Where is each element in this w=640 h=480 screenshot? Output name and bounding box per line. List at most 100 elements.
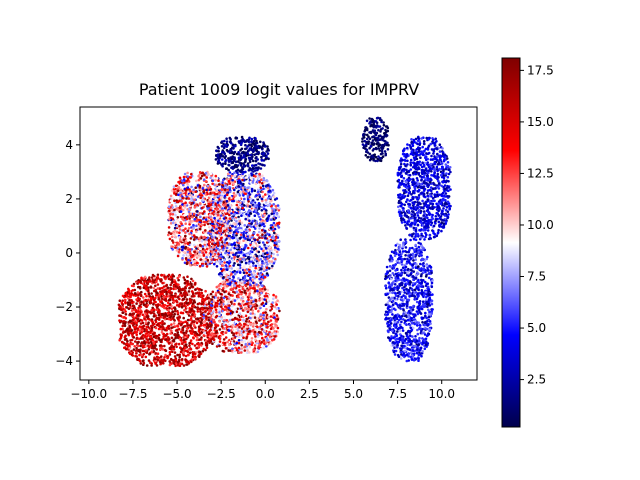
scatter-point bbox=[206, 192, 209, 196]
scatter-point bbox=[273, 305, 277, 309]
scatter-point bbox=[204, 339, 208, 342]
scatter-point bbox=[182, 238, 186, 242]
scatter-point bbox=[195, 179, 198, 183]
scatter-point bbox=[237, 244, 240, 247]
scatter-point bbox=[214, 323, 217, 327]
scatter-point bbox=[252, 264, 255, 268]
scatter-point bbox=[235, 290, 239, 294]
scatter-point bbox=[141, 359, 145, 363]
scatter-point bbox=[174, 307, 177, 311]
scatter-point bbox=[243, 214, 247, 218]
scatter-point bbox=[266, 219, 269, 222]
scatter-point bbox=[190, 199, 193, 203]
scatter-point bbox=[141, 328, 144, 332]
scatter-point bbox=[205, 176, 208, 179]
scatter-point bbox=[245, 176, 248, 179]
scatter-point bbox=[147, 359, 151, 362]
scatter-point bbox=[130, 342, 133, 346]
scatter-point bbox=[239, 257, 242, 261]
scatter-point bbox=[242, 194, 245, 197]
scatter-point bbox=[176, 241, 179, 245]
scatter-point bbox=[140, 319, 144, 322]
scatter-point bbox=[204, 323, 207, 327]
scatter-point bbox=[200, 194, 204, 197]
scatter-point bbox=[253, 254, 256, 258]
scatter-point bbox=[249, 316, 252, 320]
scatter-point bbox=[192, 323, 196, 327]
scatter-point bbox=[224, 331, 228, 335]
scatter-point bbox=[236, 333, 240, 337]
scatter-point bbox=[203, 223, 206, 227]
scatter-point bbox=[174, 287, 177, 291]
scatter-point bbox=[182, 353, 185, 357]
scatter-point bbox=[245, 240, 248, 244]
scatter-point bbox=[258, 254, 261, 258]
scatter-point bbox=[198, 333, 201, 337]
scatter-point bbox=[173, 310, 177, 313]
scatter-point bbox=[176, 311, 180, 315]
scatter-point bbox=[235, 237, 238, 240]
scatter-point bbox=[142, 326, 145, 330]
scatter-point bbox=[221, 300, 225, 303]
scatter-point bbox=[210, 248, 213, 251]
scatter-point bbox=[235, 203, 239, 207]
scatter-point bbox=[240, 343, 243, 347]
scatter-point bbox=[192, 227, 195, 230]
scatter-point bbox=[214, 249, 218, 252]
scatter-point bbox=[171, 310, 175, 314]
scatter-point bbox=[251, 312, 255, 315]
scatter-point bbox=[253, 205, 256, 208]
scatter-point bbox=[228, 226, 232, 230]
scatter-point bbox=[184, 240, 188, 244]
scatter-point bbox=[206, 323, 210, 327]
scatter-point bbox=[224, 264, 228, 267]
scatter-point bbox=[260, 247, 263, 251]
scatter-point bbox=[165, 292, 168, 296]
scatter-point bbox=[129, 295, 132, 299]
scatter-point bbox=[256, 261, 260, 265]
scatter-point bbox=[260, 297, 263, 301]
scatter-point bbox=[154, 300, 157, 304]
scatter-point bbox=[204, 171, 208, 175]
scatter-point bbox=[167, 324, 171, 328]
scatter-point bbox=[188, 241, 191, 244]
scatter-point bbox=[271, 239, 275, 243]
scatter-point bbox=[181, 248, 184, 252]
scatter-point bbox=[188, 341, 191, 345]
scatter-point bbox=[173, 232, 176, 236]
scatter-point bbox=[152, 341, 156, 345]
scatter-point bbox=[173, 333, 176, 337]
scatter-point bbox=[237, 298, 241, 302]
scatter-point bbox=[214, 178, 217, 182]
scatter-point bbox=[180, 330, 183, 334]
scatter-point bbox=[233, 295, 237, 298]
scatter-point bbox=[230, 246, 234, 249]
scatter-point bbox=[185, 217, 189, 221]
scatter-point bbox=[240, 248, 243, 251]
scatter-point bbox=[166, 356, 169, 360]
scatter-point bbox=[246, 332, 250, 336]
scatter-point bbox=[174, 325, 177, 328]
scatter-point bbox=[184, 324, 187, 328]
scatter-point bbox=[202, 294, 205, 298]
scatter-point bbox=[173, 319, 176, 322]
scatter-point bbox=[271, 338, 274, 342]
scatter-point bbox=[205, 188, 208, 192]
scatter-point bbox=[224, 243, 227, 247]
scatter-point bbox=[235, 211, 239, 215]
scatter-point bbox=[166, 286, 170, 290]
scatter-point bbox=[125, 337, 128, 341]
scatter-point bbox=[213, 243, 217, 247]
scatter-point bbox=[210, 332, 214, 335]
scatter-point bbox=[259, 316, 262, 320]
scatter-point bbox=[264, 234, 267, 237]
scatter-point bbox=[201, 307, 204, 311]
scatter-point bbox=[230, 287, 233, 291]
scatter-point bbox=[142, 341, 146, 344]
scatter-point bbox=[179, 210, 183, 213]
scatter-point bbox=[145, 325, 148, 329]
scatter-point bbox=[198, 338, 202, 341]
scatter-point bbox=[170, 307, 174, 311]
scatter-point bbox=[235, 246, 239, 250]
scatter-point bbox=[168, 209, 171, 212]
